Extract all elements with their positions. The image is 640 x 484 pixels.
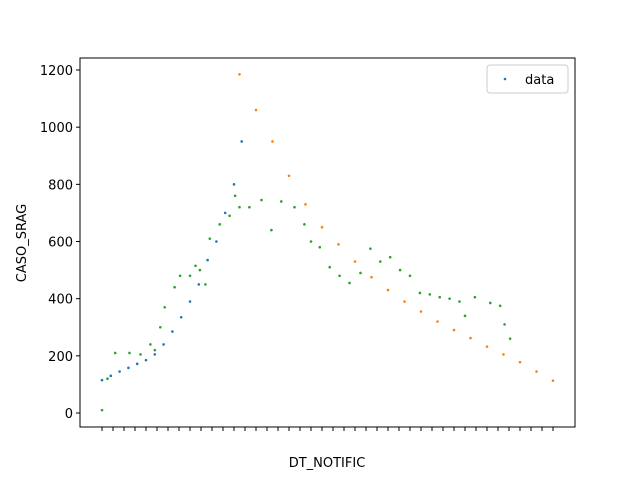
y-axis-label: CASO_SRAG (15, 204, 30, 282)
point (118, 370, 121, 373)
legend-marker (503, 77, 507, 81)
point (485, 345, 489, 348)
point (359, 271, 362, 275)
point (503, 323, 506, 326)
point (113, 351, 117, 355)
point (163, 305, 166, 309)
point (178, 274, 182, 278)
point (535, 370, 538, 373)
point (398, 268, 402, 272)
point (197, 283, 201, 286)
point (551, 379, 555, 382)
point (436, 320, 439, 323)
point (228, 214, 231, 218)
point (232, 183, 236, 186)
point (223, 211, 227, 215)
point (153, 353, 157, 356)
point (215, 240, 218, 243)
point (438, 295, 442, 299)
point (502, 353, 505, 356)
point (403, 300, 406, 303)
point (260, 198, 263, 202)
y-tick-label: 800 (48, 178, 73, 193)
point (489, 301, 492, 305)
point (419, 310, 423, 313)
point (128, 351, 131, 355)
point (204, 283, 207, 286)
y-tick-label: 1200 (40, 64, 73, 79)
point (162, 343, 165, 346)
y-tick-label: 0 (65, 407, 73, 422)
y-tick-label: 600 (48, 235, 73, 250)
legend-label: data (525, 73, 554, 88)
point (218, 223, 221, 226)
point (100, 408, 104, 412)
point (353, 260, 357, 263)
point (159, 325, 162, 329)
point (135, 362, 139, 366)
point (463, 314, 467, 318)
point (452, 328, 456, 332)
point (379, 260, 382, 263)
point (149, 343, 152, 346)
point (386, 288, 390, 292)
point (508, 337, 512, 340)
point (109, 374, 113, 378)
point (198, 268, 202, 272)
point (206, 258, 209, 262)
point (271, 140, 274, 143)
point (173, 285, 176, 289)
point (194, 264, 197, 268)
point (233, 194, 237, 198)
point (179, 315, 183, 319)
point (428, 293, 432, 296)
point (238, 72, 241, 76)
point (127, 366, 130, 370)
point (370, 275, 373, 279)
point (171, 330, 174, 333)
point (473, 295, 477, 299)
point (498, 304, 502, 308)
point (304, 203, 307, 206)
point (408, 274, 412, 278)
point (139, 353, 142, 356)
point (153, 348, 157, 352)
legend-box (486, 64, 569, 94)
point (448, 297, 451, 300)
point (100, 378, 104, 382)
point (188, 274, 192, 278)
point (418, 291, 422, 295)
point (144, 358, 148, 362)
y-tick-label: 400 (48, 293, 73, 308)
point (240, 140, 243, 143)
point (238, 205, 241, 209)
x-axis-label: DT_NOTIFIC (289, 456, 366, 471)
point (303, 223, 306, 226)
point (518, 360, 522, 364)
point (337, 243, 340, 246)
y-tick-label: 1000 (40, 121, 73, 136)
point (369, 247, 372, 250)
point (309, 240, 313, 243)
plot-frame (79, 57, 576, 428)
point (469, 336, 472, 340)
point (248, 205, 251, 209)
point (254, 108, 258, 112)
point (320, 225, 324, 229)
point (338, 274, 341, 278)
point (293, 205, 296, 209)
point (270, 228, 273, 232)
point (208, 237, 212, 240)
point (318, 245, 322, 249)
point (348, 281, 351, 285)
y-tick-label: 200 (48, 350, 73, 365)
point (188, 300, 192, 303)
point (106, 377, 109, 380)
point (458, 300, 461, 303)
point (287, 174, 291, 178)
point (280, 200, 283, 203)
point (328, 265, 332, 269)
point (388, 255, 392, 259)
